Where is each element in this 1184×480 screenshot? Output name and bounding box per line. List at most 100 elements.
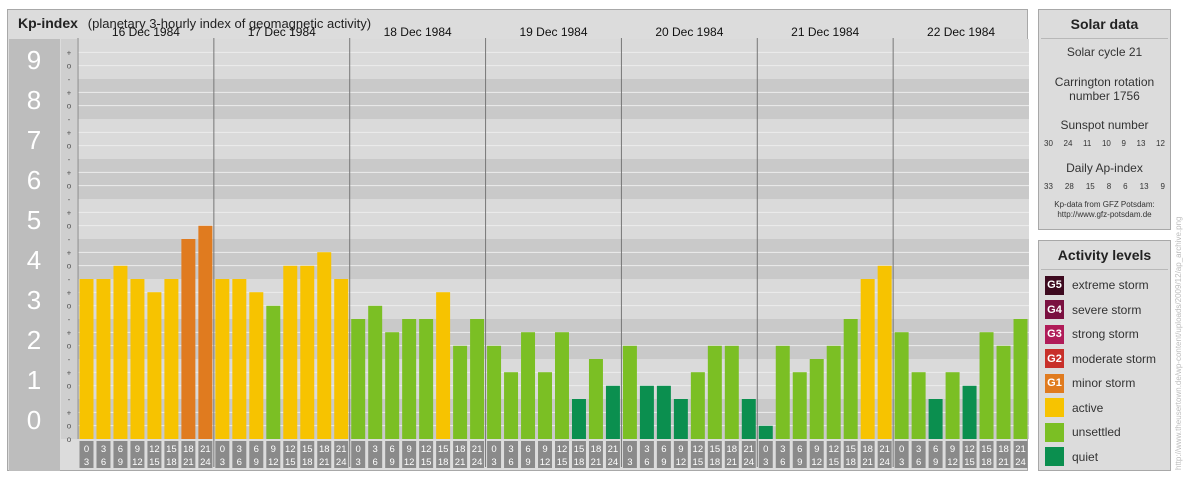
time-start-label: 18 bbox=[591, 444, 602, 455]
time-box bbox=[724, 441, 739, 468]
chart-title: Kp-index (planetary 3-hourly index of ge… bbox=[18, 15, 371, 31]
time-start-label: 21 bbox=[472, 444, 483, 455]
time-end-label: 3 bbox=[763, 457, 768, 468]
kp-bar bbox=[1013, 319, 1028, 439]
y-subtick-label: - bbox=[68, 235, 71, 244]
kp-bar bbox=[741, 399, 756, 439]
time-start-label: 18 bbox=[455, 444, 466, 455]
sunspot-value: 9 bbox=[1121, 139, 1126, 148]
time-box bbox=[792, 441, 807, 468]
kp-bar bbox=[860, 279, 875, 439]
time-end-label: 15 bbox=[964, 457, 975, 468]
time-start-label: 9 bbox=[271, 444, 276, 455]
kp-bar bbox=[894, 332, 909, 439]
sunspot-value: 10 bbox=[1101, 139, 1111, 148]
time-end-label: 6 bbox=[916, 457, 921, 468]
time-box bbox=[79, 441, 94, 468]
time-box bbox=[809, 441, 824, 468]
y-subtick-label: + bbox=[67, 88, 72, 97]
time-start-label: 0 bbox=[356, 444, 361, 455]
time-start-label: 15 bbox=[438, 444, 449, 455]
time-end-label: 18 bbox=[438, 457, 449, 468]
time-box bbox=[181, 441, 196, 468]
kp-bar bbox=[928, 399, 943, 439]
solar-cycle: Solar cycle 21 bbox=[1066, 45, 1143, 59]
y-tick-label: 7 bbox=[27, 125, 41, 155]
time-start-label: 9 bbox=[814, 444, 819, 455]
y-tick-label: 1 bbox=[27, 365, 41, 395]
time-end-label: 9 bbox=[390, 457, 395, 468]
band-6 bbox=[78, 159, 1029, 199]
y-tick-label: 6 bbox=[27, 165, 41, 195]
y-subtick-label: - bbox=[68, 155, 71, 164]
kp-bar bbox=[758, 425, 773, 439]
time-end-label: 24 bbox=[744, 457, 755, 468]
kp-bar bbox=[843, 319, 858, 439]
time-end-label: 15 bbox=[693, 457, 704, 468]
time-box bbox=[826, 441, 841, 468]
kp-bar bbox=[656, 385, 671, 439]
time-start-label: 3 bbox=[508, 444, 513, 455]
time-end-label: 12 bbox=[811, 457, 822, 468]
y-subtick-label: - bbox=[68, 115, 71, 124]
sunspot-value: 13 bbox=[1136, 139, 1146, 148]
legend-swatch: G2 bbox=[1045, 349, 1064, 368]
time-start-label: 6 bbox=[933, 444, 938, 455]
legend-swatch: G5 bbox=[1045, 275, 1064, 295]
time-box bbox=[588, 441, 603, 468]
time-start-label: 15 bbox=[981, 444, 992, 455]
sunspot-value: 30 bbox=[1044, 139, 1053, 148]
time-start-label: 6 bbox=[390, 444, 395, 455]
time-start-label: 15 bbox=[166, 444, 177, 455]
time-end-label: 21 bbox=[319, 457, 330, 468]
y-subtick-label: + bbox=[67, 168, 72, 177]
time-start-label: 6 bbox=[525, 444, 530, 455]
ap-value: 6 bbox=[1123, 182, 1128, 191]
time-end-label: 6 bbox=[780, 457, 785, 468]
ap-value: 9 bbox=[1160, 182, 1165, 191]
time-start-label: 21 bbox=[608, 444, 619, 455]
time-end-label: 24 bbox=[472, 457, 483, 468]
legend-item-strong-storm: G3 strong storm bbox=[1045, 324, 1139, 344]
kp-bar bbox=[300, 265, 315, 439]
legend-item-active: active bbox=[1045, 398, 1103, 418]
y-tick-label: 2 bbox=[27, 325, 41, 355]
kp-bar bbox=[385, 332, 400, 439]
time-end-label: 15 bbox=[828, 457, 839, 468]
day-label: 17 Dec 1984 bbox=[248, 25, 316, 39]
legend-swatch bbox=[1045, 422, 1064, 442]
sunspot-values: 30 24 11 10 9 13 12 bbox=[1039, 139, 1170, 148]
ap-value: 8 bbox=[1106, 182, 1112, 191]
solar-data-title: Solar data bbox=[1041, 10, 1168, 39]
time-box bbox=[605, 441, 620, 468]
sunspot-label: Sunspot number bbox=[1060, 118, 1149, 132]
kp-bar bbox=[164, 279, 179, 439]
time-end-label: 12 bbox=[404, 457, 415, 468]
time-start-label: 3 bbox=[644, 444, 649, 455]
kp-bar bbox=[215, 279, 230, 439]
time-end-label: 18 bbox=[166, 457, 177, 468]
time-box bbox=[996, 441, 1011, 468]
legend-swatch: G1 bbox=[1045, 373, 1064, 393]
time-start-label: 21 bbox=[336, 444, 347, 455]
time-end-label: 21 bbox=[862, 457, 873, 468]
kp-bar bbox=[555, 332, 569, 439]
time-box bbox=[215, 441, 230, 468]
kp-bar bbox=[79, 279, 94, 439]
time-box bbox=[334, 441, 349, 468]
legend-label: active bbox=[1072, 400, 1104, 415]
time-box bbox=[622, 441, 637, 468]
time-end-label: 12 bbox=[676, 457, 687, 468]
kp-bar bbox=[317, 252, 332, 439]
time-box bbox=[555, 441, 569, 468]
time-box bbox=[962, 441, 977, 468]
time-start-label: 3 bbox=[237, 444, 242, 455]
time-box bbox=[521, 441, 536, 468]
kp-bar bbox=[588, 359, 603, 439]
legend-item-extreme-storm: G5 extreme storm bbox=[1045, 275, 1149, 295]
kp-bar bbox=[470, 319, 485, 439]
time-box bbox=[504, 441, 519, 468]
time-start-label: 3 bbox=[101, 444, 106, 455]
y-tick-label: 8 bbox=[27, 85, 41, 115]
band-8 bbox=[78, 79, 1029, 119]
